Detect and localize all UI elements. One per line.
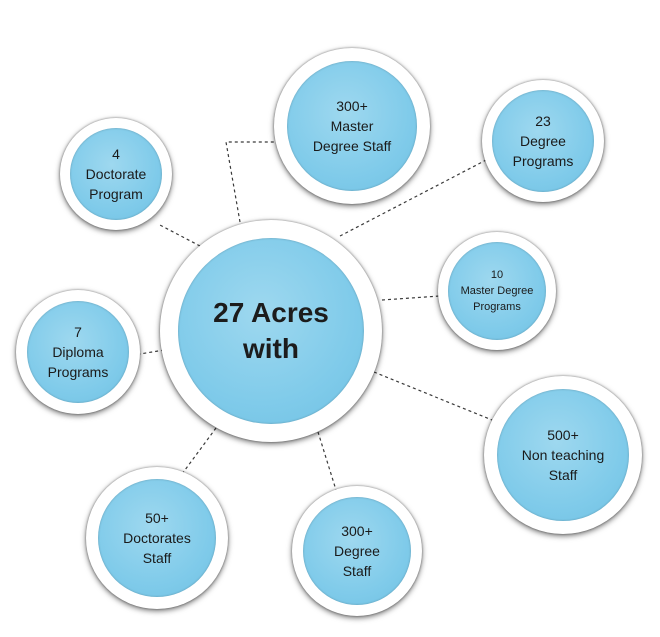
doctorate-program-fill: 4 Doctorate Program bbox=[70, 128, 162, 220]
degree-programs-bubble: 23 Degree Programs bbox=[482, 80, 604, 202]
degree-staff-bubble: 300+ Degree Staff bbox=[292, 486, 422, 616]
connector-degree-staff bbox=[317, 431, 337, 491]
diploma-fill: 7 Diploma Programs bbox=[27, 301, 129, 403]
doctorate-program-bubble: 4 Doctorate Program bbox=[60, 118, 172, 230]
diploma-bubble: 7 Diploma Programs bbox=[16, 290, 140, 414]
doctorate-program-label: 4 Doctorate Program bbox=[85, 146, 147, 202]
connector-doctorates-staff bbox=[181, 427, 217, 475]
master-staff-fill: 300+ Master Degree Staff bbox=[287, 61, 417, 191]
degree-programs-label: 23 Degree Programs bbox=[512, 113, 574, 169]
master-programs-bubble: 10 Master Degree Programs bbox=[438, 232, 556, 350]
nonteaching-label: 500+ Non teaching Staff bbox=[521, 427, 605, 483]
connector-nonteaching bbox=[373, 371, 493, 421]
center-bubble: 27 Acres with bbox=[160, 220, 382, 442]
connector-degree-programs bbox=[339, 157, 491, 237]
center-bubble-fill: 27 Acres with bbox=[178, 238, 364, 424]
center-label: 27 Acres with bbox=[213, 297, 329, 364]
connector-master-programs bbox=[381, 295, 441, 301]
degree-programs-fill: 23 Degree Programs bbox=[492, 90, 594, 192]
doctorates-staff-label: 50+ Doctorates Staff bbox=[123, 510, 191, 566]
nonteaching-fill: 500+ Non teaching Staff bbox=[497, 389, 629, 521]
doctorates-staff-fill: 50+ Doctorates Staff bbox=[98, 479, 216, 597]
doctorates-staff-bubble: 50+ Doctorates Staff bbox=[86, 467, 228, 609]
master-programs-fill: 10 Master Degree Programs bbox=[448, 242, 546, 340]
master-programs-label: 10 Master Degree Programs bbox=[460, 269, 534, 313]
degree-staff-label: 300+ Degree Staff bbox=[334, 523, 380, 579]
connector-doctorate-program bbox=[157, 223, 201, 247]
connector-diploma bbox=[139, 349, 165, 355]
nonteaching-bubble: 500+ Non teaching Staff bbox=[484, 376, 642, 534]
diploma-label: 7 Diploma Programs bbox=[47, 324, 109, 380]
connector-master-staff bbox=[225, 141, 286, 223]
master-staff-label: 300+ Master Degree Staff bbox=[312, 98, 392, 154]
degree-staff-fill: 300+ Degree Staff bbox=[303, 497, 411, 605]
master-staff-bubble: 300+ Master Degree Staff bbox=[274, 48, 430, 204]
